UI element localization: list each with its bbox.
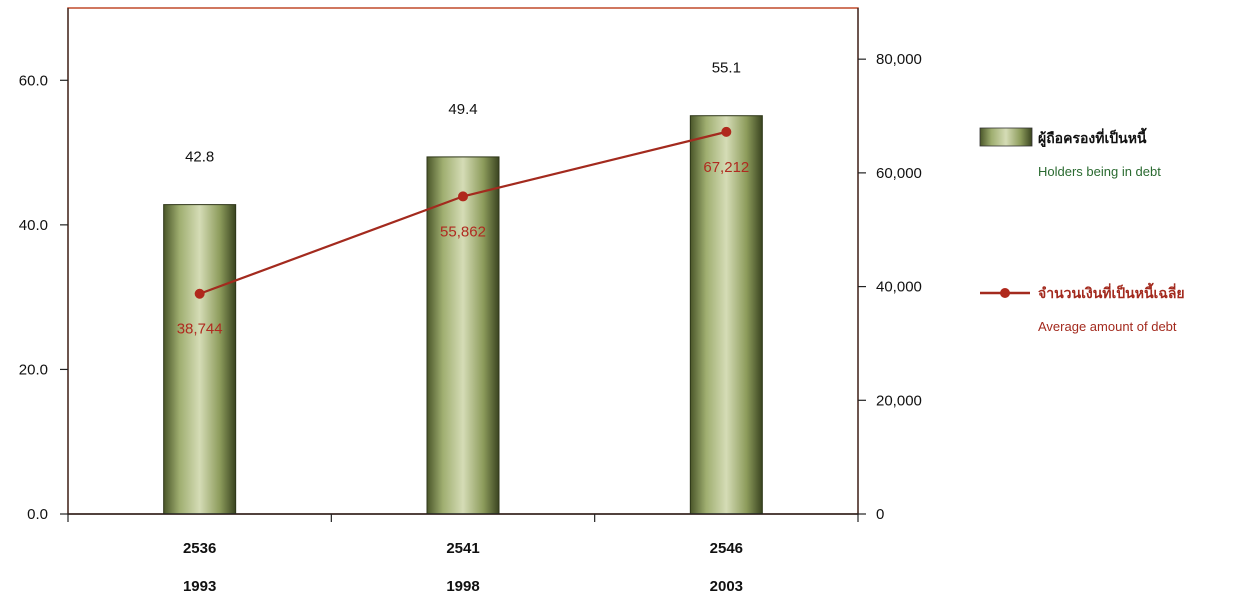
- line-label-1998: 55,862: [440, 223, 486, 240]
- x-label-year-2003: 2003: [710, 578, 743, 595]
- bar-holders-2003: [689, 115, 763, 515]
- line-point-1993: [194, 288, 205, 299]
- x-label-year-1998: 1998: [446, 578, 479, 595]
- legend-line-marker: [1000, 288, 1010, 298]
- legend: ผู้ถือครองที่เป็นหนี้ Holders being in d…: [979, 127, 1185, 334]
- right-tick-label-60,000: 60,000: [876, 165, 922, 182]
- x-label-thai-2536: 2536: [183, 540, 216, 557]
- legend-bar-label-en: Holders being in debt: [1038, 164, 1161, 179]
- line-label-1993: 38,744: [177, 321, 223, 338]
- x-label-thai-2541: 2541: [446, 540, 479, 557]
- legend-line-label-thai: จำนวนเงินที่เป็นหนี้เฉลี่ย: [1038, 282, 1185, 302]
- x-label-year-1993: 1993: [183, 578, 216, 595]
- right-tick-label-80,000: 80,000: [876, 51, 922, 68]
- bar-holders-1993: [163, 204, 237, 515]
- legend-bar-label-thai: ผู้ถือครองที่เป็นหนี้: [1038, 127, 1147, 147]
- left-tick-label-40.0: 40.0: [19, 217, 48, 234]
- axes-group: 0.0 20.0 40.0 60.0 0 20,000 40,000 60,000 80,000…: [19, 8, 922, 595]
- left-tick-label-0.0: 0.0: [27, 506, 48, 523]
- bar-label-1993: 42.8: [185, 149, 214, 166]
- line-label-2003: 67,212: [703, 159, 749, 176]
- line-point-2003: [721, 126, 732, 137]
- right-tick-label-20,000: 20,000: [876, 392, 922, 409]
- legend-bar-swatch: [979, 127, 1033, 147]
- left-tick-label-20.0: 20.0: [19, 361, 48, 378]
- line-series-group: 38,744 55,862 67,212: [177, 126, 749, 338]
- left-tick-label-60.0: 60.0: [19, 72, 48, 89]
- bar-holders-1998: [426, 156, 500, 515]
- bars-group: 42.8 49.4 55.1: [163, 60, 763, 515]
- bar-label-2003: 55.1: [712, 60, 741, 77]
- x-label-thai-2546: 2546: [710, 540, 743, 557]
- right-tick-label-40,000: 40,000: [876, 279, 922, 296]
- line-point-1998: [458, 191, 468, 202]
- right-tick-label-0: 0: [876, 506, 884, 523]
- legend-line-label-en: Average amount of debt: [1038, 319, 1177, 334]
- bar-label-1998: 49.4: [448, 101, 477, 118]
